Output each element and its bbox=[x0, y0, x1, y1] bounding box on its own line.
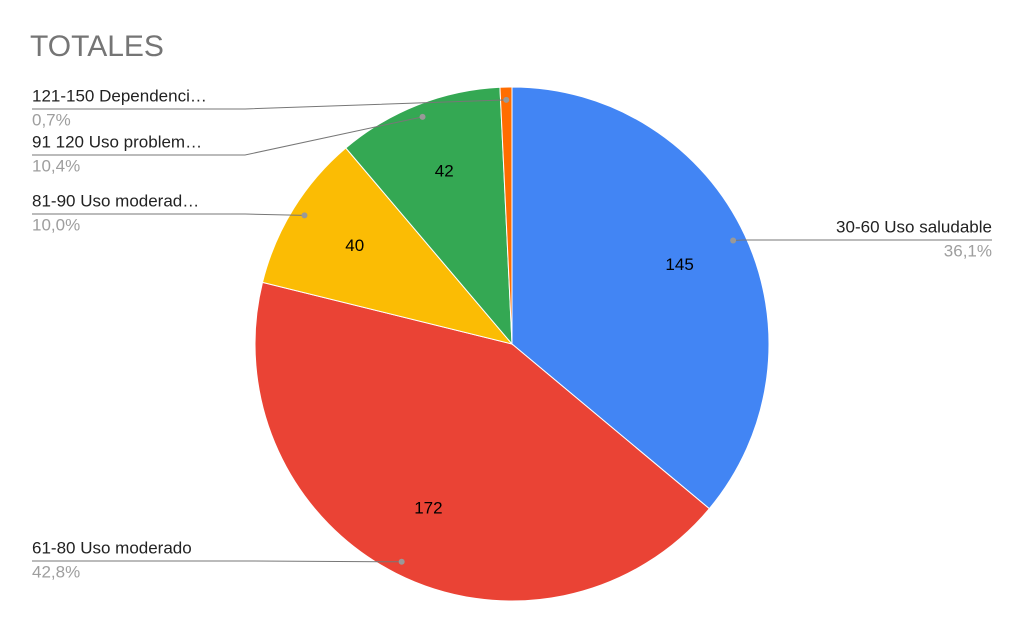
leader-dot bbox=[419, 113, 426, 120]
category-label: 61-80 Uso moderado bbox=[32, 538, 192, 557]
leader-line bbox=[32, 99, 507, 110]
value-label: 42 bbox=[435, 161, 454, 180]
category-label: 81-90 Uso moderad… bbox=[32, 191, 199, 210]
pie-slice bbox=[499, 86, 513, 345]
share-label: 42,8% bbox=[32, 562, 80, 581]
pie-slice bbox=[345, 86, 513, 346]
share-label: 0,7% bbox=[32, 110, 71, 129]
leader-line bbox=[32, 560, 402, 563]
leader-dot bbox=[503, 96, 510, 103]
pie-slice bbox=[261, 147, 514, 345]
category-label: 91 120 Uso problem… bbox=[32, 132, 202, 151]
category-label: 121-150 Dependenci… bbox=[32, 86, 207, 105]
leader-dot bbox=[301, 212, 308, 219]
share-label: 10,4% bbox=[32, 156, 80, 175]
value-label: 145 bbox=[665, 255, 693, 274]
value-label: 40 bbox=[345, 236, 364, 255]
pie-slice bbox=[254, 281, 711, 602]
leader-line bbox=[32, 213, 305, 216]
share-label: 10,0% bbox=[32, 215, 80, 234]
leader-dot bbox=[730, 237, 737, 244]
share-label: 36,1% bbox=[944, 241, 992, 260]
chart-title: TOTALES bbox=[30, 30, 164, 63]
leader-line bbox=[32, 116, 423, 156]
category-label: 30-60 Uso saludable bbox=[836, 217, 992, 236]
leader-line bbox=[733, 239, 992, 242]
value-label: 172 bbox=[414, 499, 442, 518]
pie-slice bbox=[511, 86, 770, 510]
leader-dot bbox=[398, 558, 405, 565]
